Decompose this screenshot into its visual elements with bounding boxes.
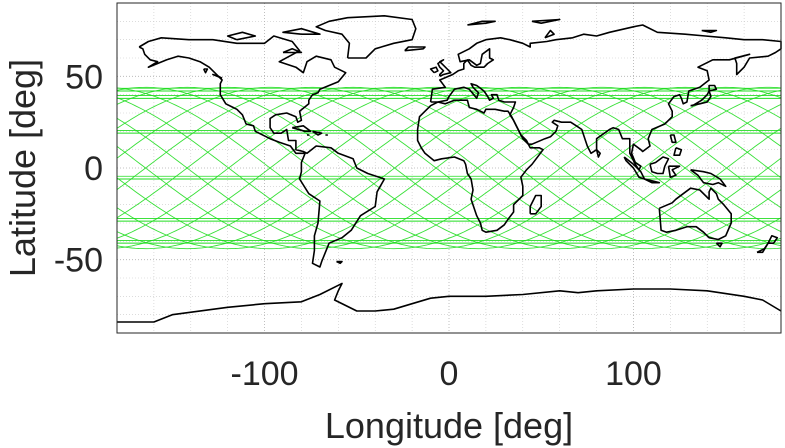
coastline-segment [312,130,323,136]
ground-track-line [116,86,782,250]
coastline-segment [658,187,732,241]
ground-track-line [116,86,782,250]
ground-track-line [116,86,782,250]
coastline-segment [429,24,782,171]
coastline-segment [291,125,312,133]
coastline-segment [715,242,723,248]
coastline-segment [226,31,257,41]
coastline-segment [336,260,343,265]
coastline-segment [529,194,542,215]
x-tick-label: 0 [440,355,459,393]
x-axis-label: Longitude [deg] [325,405,573,446]
ground-track-line [116,86,782,250]
coastline-segment [690,169,727,188]
y-tick-label: -50 [54,242,103,280]
ground-track-line [116,86,782,250]
coastline-segment [416,99,544,233]
plot-area [116,2,782,334]
ground-track-line [116,86,782,250]
coastline-segment [467,20,496,26]
x-tick-label: -100 [231,355,299,393]
y-axis-label: Latitude [deg] [2,59,43,277]
ground-track-line [116,86,782,250]
coastline-segment [644,178,661,184]
y-tick-label: 50 [65,58,103,96]
axes-box [116,2,782,334]
y-tick-labels: -50 0 50 [54,58,103,279]
coastline-segment [404,46,426,52]
coastline-segment [429,66,439,74]
coastline-segment [202,68,209,74]
coastline-segment [437,59,452,78]
coastline-segment [595,149,601,158]
coastline-segment [138,35,386,268]
ground-track-line [116,86,782,250]
coastline-segment [531,18,561,24]
x-tick-labels: -100 0 100 [231,355,662,393]
coastline-segment [117,282,782,323]
coastline-segment [701,29,718,34]
coastlines [117,15,782,323]
coastline-segment [708,84,718,92]
coastline-segment [282,27,321,35]
coastline-segment [767,235,779,244]
coastline-segment [756,242,769,254]
coastline-segment [282,48,303,54]
coastline-segment [667,165,681,178]
coastline-segment [649,156,670,175]
coastline-segment [623,156,646,180]
coastline-segment [212,73,223,79]
coastline-segment [315,15,417,59]
y-tick-label: 0 [84,150,103,188]
x-tick-label: 100 [605,355,662,393]
coastline-segment [544,29,555,39]
coastline-segment [669,134,677,144]
coastline-segment [673,147,683,156]
